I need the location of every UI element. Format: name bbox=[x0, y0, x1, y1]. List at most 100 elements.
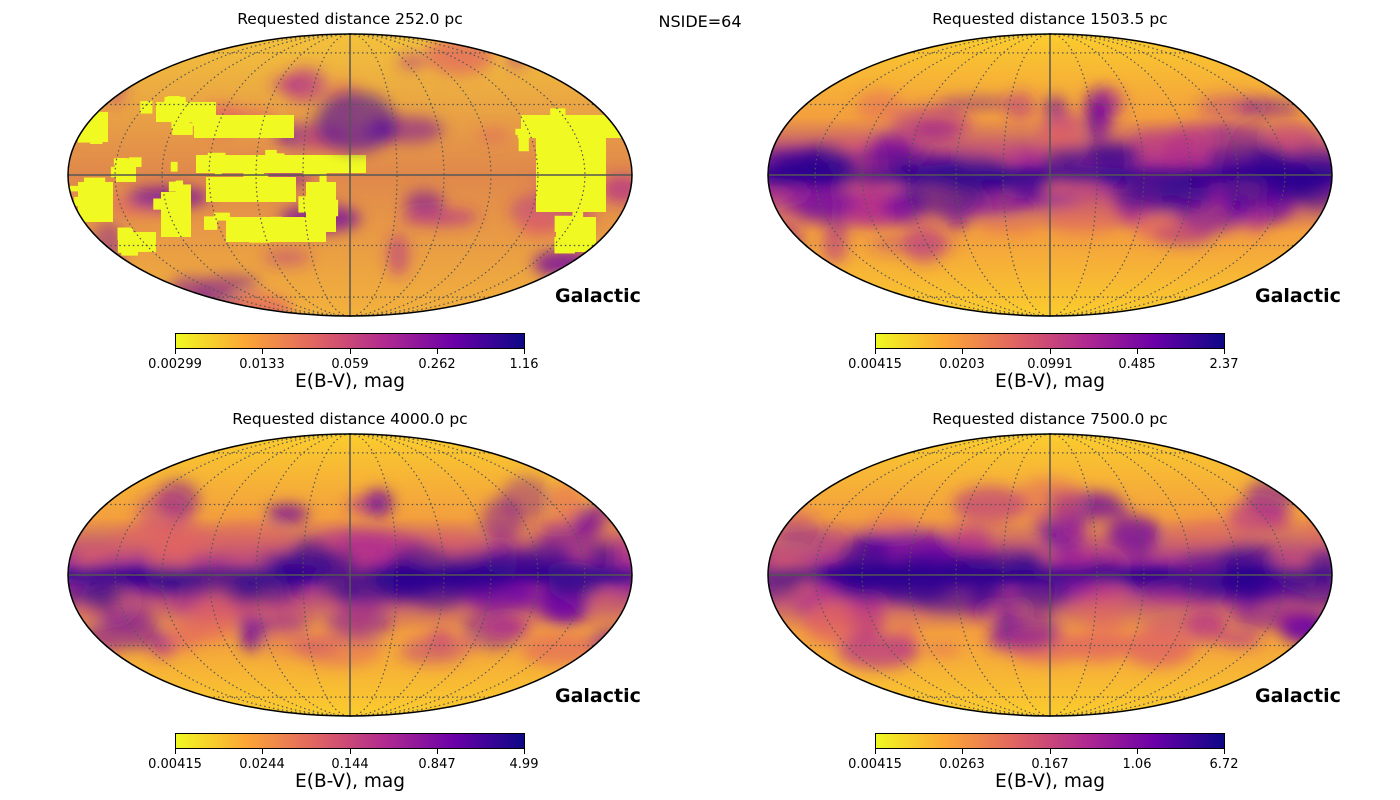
saturated-pixel-cluster bbox=[77, 130, 97, 143]
saturated-pixel-cluster bbox=[197, 162, 210, 170]
colorbar-tick bbox=[350, 349, 351, 354]
colorbar bbox=[175, 733, 525, 749]
dust-cloud bbox=[89, 300, 178, 316]
dust-cloud bbox=[550, 481, 583, 523]
dust-cloud bbox=[533, 249, 595, 278]
dust-cloud bbox=[1062, 520, 1085, 542]
map-outline bbox=[67, 33, 633, 317]
dust-cloud bbox=[1117, 210, 1146, 225]
longitude-line bbox=[302, 433, 351, 717]
saturated-pixel-cluster bbox=[87, 177, 97, 194]
saturated-pixel-cluster bbox=[85, 191, 97, 204]
dust-clouds bbox=[768, 86, 1332, 264]
dust-cloud bbox=[1004, 91, 1036, 121]
saturated-pixel-cluster bbox=[217, 129, 228, 138]
longitude-line bbox=[1002, 433, 1051, 717]
dust-cloud bbox=[1085, 101, 1111, 143]
colorbar-ticks bbox=[875, 349, 1225, 355]
colorbar-tick-label: 0.0244 bbox=[239, 757, 285, 772]
coordinate-system-label: Galactic bbox=[555, 685, 641, 707]
dust-cloud bbox=[397, 54, 426, 70]
saturated-pixel-cluster bbox=[279, 224, 296, 242]
dense-cloud bbox=[83, 575, 118, 613]
dust-cloud bbox=[404, 190, 444, 215]
dense-cloud bbox=[1008, 169, 1049, 197]
saturated-region bbox=[536, 132, 606, 212]
coordinate-system-label: Galactic bbox=[1255, 685, 1341, 707]
saturated-pixel-cluster bbox=[317, 199, 339, 217]
colorbar-tick bbox=[962, 749, 963, 754]
dust-cloud bbox=[1208, 127, 1269, 139]
dust-cloud bbox=[482, 497, 523, 542]
dust-cloud bbox=[70, 262, 93, 278]
colorbar-tick bbox=[175, 749, 176, 754]
saturated-pixel-cluster bbox=[80, 104, 101, 113]
colorbar-tick bbox=[1137, 749, 1138, 754]
dust-cloud bbox=[207, 520, 290, 560]
dense-cloud bbox=[768, 168, 822, 188]
saturated-pixel-cluster bbox=[142, 235, 152, 246]
saturated-pixel-cluster bbox=[180, 222, 190, 234]
colorbar-tick-label: 1.16 bbox=[509, 357, 539, 372]
dust-cloud bbox=[1235, 98, 1301, 118]
longitude-line bbox=[1049, 433, 1098, 717]
saturated-pixel-cluster bbox=[170, 161, 178, 172]
saturated-pixel-cluster bbox=[207, 152, 226, 166]
dense-cloud bbox=[428, 570, 513, 596]
colorbar-tick-label: 0.167 bbox=[1031, 757, 1069, 772]
saturated-pixel-cluster bbox=[70, 105, 82, 122]
saturated-pixel-cluster bbox=[122, 158, 130, 165]
dust-cloud bbox=[191, 595, 237, 642]
dust-cloud bbox=[68, 286, 128, 316]
colorbar-tick-label: 0.144 bbox=[331, 757, 369, 772]
coordinate-system-label: Galactic bbox=[555, 285, 641, 307]
dust-cloud bbox=[163, 535, 220, 554]
dust-cloud bbox=[454, 640, 481, 652]
colorbar-tick bbox=[350, 749, 351, 754]
colorbar-tick-label: 2.37 bbox=[1209, 357, 1239, 372]
saturated-pixel-cluster bbox=[164, 96, 186, 108]
colorbar-tick-label: 6.72 bbox=[1209, 757, 1239, 772]
dust-cloud bbox=[573, 506, 606, 536]
dust-cloud bbox=[1108, 515, 1161, 552]
dust-cloud bbox=[869, 234, 956, 255]
dust-cloud bbox=[520, 633, 600, 666]
dense-cloud bbox=[1221, 168, 1282, 209]
mollweide-map bbox=[767, 433, 1333, 717]
saturated-pixel-cluster bbox=[213, 212, 230, 221]
dust-cloud bbox=[1124, 626, 1187, 667]
colorbar-tick-label: 0.485 bbox=[1118, 357, 1156, 372]
dust-cloud bbox=[924, 644, 962, 656]
dense-cloud bbox=[588, 542, 619, 569]
dense-cloud bbox=[768, 578, 801, 597]
figure-title: NSIDE=64 bbox=[658, 12, 742, 31]
saturated-pixel-cluster bbox=[319, 171, 327, 186]
dust-cloud bbox=[1228, 499, 1286, 532]
panel-title: Requested distance 252.0 pc bbox=[237, 10, 463, 28]
dense-cloud bbox=[1278, 147, 1332, 176]
dense-cloud bbox=[232, 567, 298, 590]
saturated-pixel-cluster bbox=[521, 130, 529, 139]
dust-cloud bbox=[263, 248, 311, 267]
saturated-pixel-cluster bbox=[127, 235, 143, 242]
colorbar-tick bbox=[437, 749, 438, 754]
colorbar-tick bbox=[875, 749, 876, 754]
dust-cloud bbox=[837, 632, 920, 669]
mollweide-map bbox=[67, 433, 633, 717]
map-panel: Requested distance 4000.0 pc Galactic 0.… bbox=[0, 400, 700, 800]
colorbar-tick-label: 0.262 bbox=[418, 357, 456, 372]
saturated-pixel-cluster bbox=[140, 101, 153, 114]
dust-cloud bbox=[364, 488, 394, 518]
colorbar-tick-label: 0.00415 bbox=[848, 357, 902, 372]
colorbar-tick bbox=[524, 749, 525, 754]
dust-cloud bbox=[481, 615, 532, 638]
map-panel: Requested distance 252.0 pc Galactic 0.0… bbox=[0, 0, 700, 400]
saturated-pixel-cluster bbox=[572, 212, 584, 225]
colorbar-tick bbox=[1224, 749, 1225, 754]
dense-cloud bbox=[485, 547, 530, 577]
saturated-pixel-cluster bbox=[74, 196, 90, 207]
saturated-pixel-cluster bbox=[543, 145, 564, 158]
dust-cloud bbox=[1081, 614, 1127, 652]
colorbar-label: E(B-V), mag bbox=[995, 771, 1105, 792]
colorbar-tick-label: 0.00415 bbox=[148, 757, 202, 772]
